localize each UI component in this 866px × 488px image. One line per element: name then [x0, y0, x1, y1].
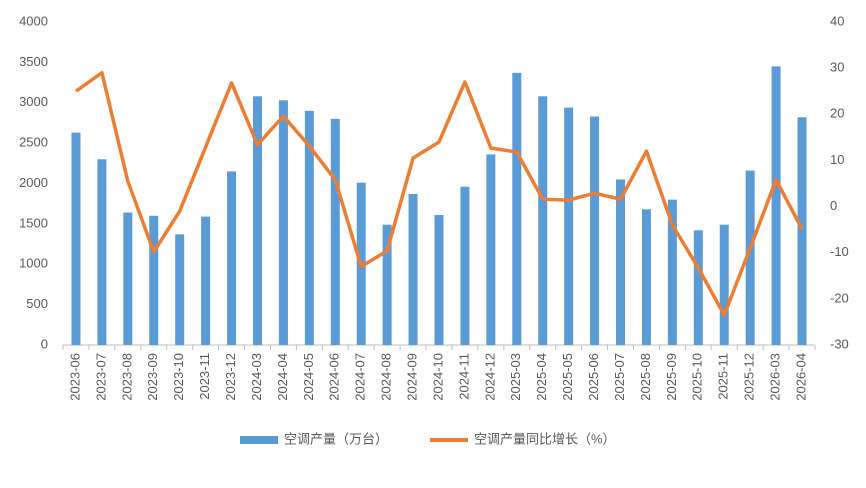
legend-label: 空调产量（万台）	[284, 431, 388, 446]
bar	[252, 96, 262, 345]
bar	[227, 171, 237, 345]
bar	[408, 193, 418, 345]
bar	[797, 117, 807, 345]
x-tick-label: 2023-08	[119, 353, 134, 401]
bar	[434, 214, 444, 345]
x-tick-label: 2024-12	[482, 353, 497, 401]
y2-tick-label: -10	[830, 244, 849, 259]
x-tick-label: 2025-05	[560, 353, 575, 401]
bar	[719, 224, 729, 345]
y2-tick-label: 0	[830, 198, 837, 213]
x-tick-label: 2024-04	[275, 353, 290, 401]
y-tick-label: 3500	[19, 54, 48, 69]
x-tick-label: 2024-05	[301, 353, 316, 401]
y-tick-label: 2500	[19, 135, 48, 150]
x-tick-label: 2024-10	[430, 353, 445, 401]
x-tick-label: 2025-04	[534, 353, 549, 401]
y2-tick-label: -30	[830, 336, 849, 351]
bar	[771, 66, 781, 345]
y-tick-label: 1500	[19, 215, 48, 230]
line	[74, 71, 804, 317]
bar	[693, 230, 703, 345]
bar	[201, 216, 211, 345]
y2-tick-label: 30	[830, 60, 844, 75]
bar	[590, 116, 600, 345]
x-tick-label: 2024-06	[327, 353, 342, 401]
y-tick-label: 0	[41, 336, 48, 351]
y-tick-label: 1000	[19, 256, 48, 271]
y2-tick-label: 20	[830, 106, 844, 121]
bar	[71, 132, 81, 345]
x-tick-label: 2023-10	[171, 353, 186, 401]
legend-swatch	[240, 436, 278, 444]
bar	[175, 234, 185, 345]
bar	[123, 212, 133, 345]
x-tick-label: 2023-07	[93, 353, 108, 401]
bar	[538, 96, 548, 345]
bar	[745, 170, 755, 345]
bar	[667, 199, 677, 345]
x-tick-label: 2024-08	[379, 353, 394, 401]
x-tick-label: 2024-11	[456, 353, 471, 400]
x-tick-label: 2023-11	[197, 353, 212, 400]
bar	[486, 154, 496, 345]
bar	[278, 100, 288, 345]
x-tick-label: 2026-03	[768, 353, 783, 401]
bar	[641, 209, 651, 345]
x-tick-label: 2023-06	[67, 353, 82, 401]
legend-label: 空调产量同比增长（%）	[474, 431, 616, 446]
x-tick-label: 2024-07	[353, 353, 368, 401]
x-tick-label: 2025-09	[664, 353, 679, 401]
x-tick-label: 2024-09	[405, 353, 420, 401]
x-tick-label: 2025-12	[742, 353, 757, 401]
x-tick-label: 2025-03	[508, 353, 523, 401]
x-tick-label: 2023-12	[223, 353, 238, 401]
y2-tick-label: 10	[830, 152, 844, 167]
bar	[330, 118, 340, 346]
x-tick-label: 2023-09	[145, 353, 160, 401]
x-tick-label: 2024-03	[249, 353, 264, 401]
bar	[304, 110, 314, 345]
bar	[460, 186, 470, 345]
y2-tick-label: 40	[830, 13, 844, 28]
x-tick-label: 2025-06	[586, 353, 601, 401]
bar	[616, 179, 626, 345]
y-tick-label: 2000	[19, 175, 48, 190]
bar	[564, 107, 574, 345]
y2-tick-label: -20	[830, 290, 849, 305]
x-tick-label: 2025-07	[612, 353, 627, 401]
x-tick-label: 2025-11	[716, 353, 731, 400]
y-tick-label: 3000	[19, 94, 48, 109]
bar	[512, 72, 522, 345]
y-tick-label: 500	[26, 296, 48, 311]
bar	[149, 215, 159, 345]
bar	[97, 159, 107, 345]
y-tick-label: 4000	[19, 13, 48, 28]
bar	[382, 224, 392, 345]
x-tick-label: 2026-04	[793, 353, 808, 401]
x-tick-label: 2025-08	[638, 353, 653, 401]
x-tick-label: 2025-10	[690, 353, 705, 401]
